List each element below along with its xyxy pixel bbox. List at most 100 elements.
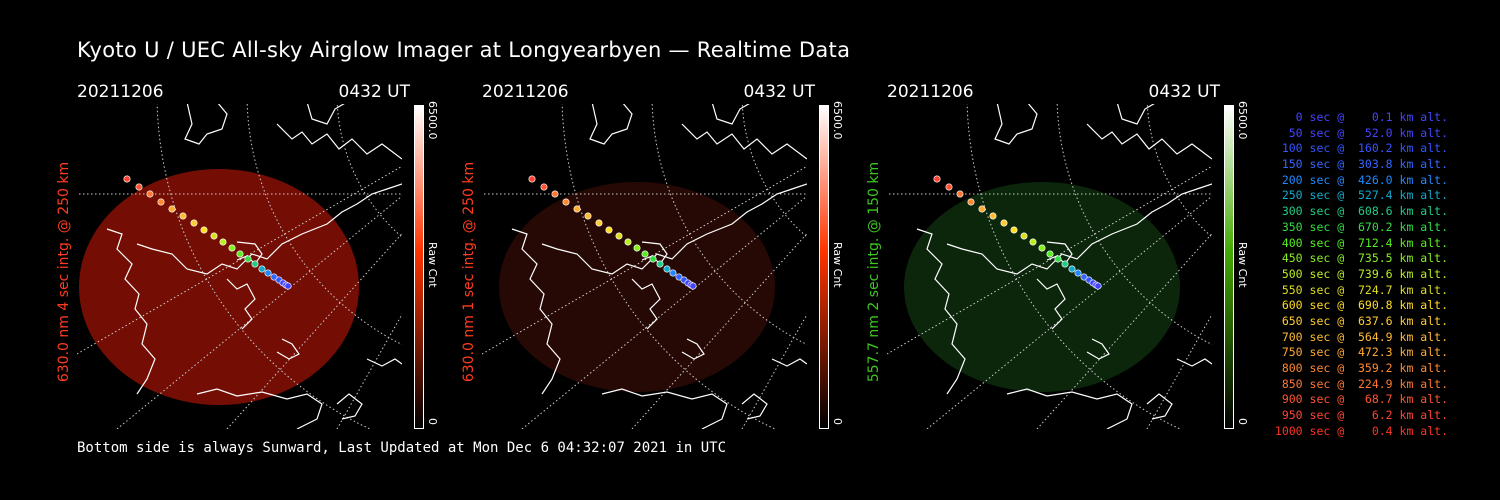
trajectory-point [624,238,632,246]
colorbar-min-label: 0 [426,418,439,425]
map-overlay [77,104,402,429]
legend-row: 350 sec @ 670.2 km alt. [1274,219,1448,234]
colorbar [819,105,829,429]
trajectory-point [967,198,975,206]
coastline [236,241,263,265]
trajectory-point [562,198,570,206]
trajectory-point [933,175,941,183]
panel-time: 0432 UT [338,82,411,102]
legend-row: 600 sec @ 690.8 km alt. [1274,298,1448,313]
trajectory-point [157,198,165,206]
all-sky-image [77,104,402,429]
legend-row: 250 sec @ 527.4 km alt. [1274,188,1448,203]
trajectory-point [540,183,548,191]
legend-row: 500 sec @ 739.6 km alt. [1274,266,1448,281]
trajectory-point [146,190,154,198]
longitude-line [631,232,807,429]
trajectory-point [251,260,259,268]
legend-row: 100 sec @ 160.2 km alt. [1274,141,1448,156]
coastline [641,241,668,265]
imager-panel-3: 20211206 0432 UT [887,80,1220,430]
coastline [106,228,156,395]
colorbar-min-label: 0 [831,418,844,425]
trajectory-point [649,255,657,263]
legend-row: 850 sec @ 224.9 km alt. [1274,376,1448,391]
legend-row: 400 sec @ 712.4 km alt. [1274,235,1448,250]
longitude-line [926,195,1212,429]
coastline [741,393,768,420]
colorbar [414,105,424,429]
colorbar-max-label: 6500.0 [426,101,439,140]
trajectory-point [179,212,187,220]
trajectory-point [663,265,671,273]
trajectory-point [1046,250,1054,258]
trajectory-point [123,175,131,183]
colorbar-min-label: 0 [1236,418,1249,425]
panel-time: 0432 UT [743,82,816,102]
trajectory [933,175,1102,290]
longitude-line [226,232,402,429]
imager-panel-2: 20211206 0432 UT [482,80,815,430]
coastline [511,228,561,395]
coastline [366,358,402,367]
coastline [631,278,661,330]
airglow-disk [79,169,359,405]
page-title: Kyoto U / UEC All-sky Airglow Imager at … [77,38,851,62]
colorbar [1224,105,1234,429]
trajectory-point [1029,238,1037,246]
coastline [916,228,966,395]
longitude-line [336,313,402,429]
trajectory-point [236,250,244,258]
coastline [946,183,1212,275]
map-overlay [482,104,807,429]
trajectory-point [1094,282,1102,290]
trajectory-point [551,190,559,198]
trajectory-point [528,175,536,183]
trajectory-point [641,250,649,258]
coastline [306,104,345,125]
trajectory-point [168,205,176,213]
panel-ylabel: 630.0 nm 4 sec intg. @ 250 km [56,161,72,383]
longitude-line [116,195,402,429]
map-overlay [887,104,1212,429]
trajectory-point [605,226,613,234]
coastline [1086,338,1110,360]
trajectory-legend: 0 sec @ 0.1 km alt. 50 sec @ 52.0 km alt… [1258,110,1448,439]
legend-row: 900 sec @ 68.7 km alt. [1274,392,1448,407]
coastlines [916,104,1212,429]
trajectory-point [200,226,208,234]
coastline [136,183,402,275]
legend-row: 200 sec @ 426.0 km alt. [1274,172,1448,187]
longitude-line [1146,313,1212,429]
coastline [276,123,402,160]
footer-note: Bottom side is always Sunward, Last Upda… [77,440,727,456]
imager-panel-1: 20211206 0432 UT [77,80,410,430]
trajectory-point [264,269,272,277]
trajectory-point [228,244,236,252]
trajectory-point [244,255,252,263]
trajectory-point [1074,269,1082,277]
panel-ylabel: 630.0 nm 1 sec intg. @ 250 km [461,161,477,383]
legend-row: 150 sec @ 303.8 km alt. [1274,157,1448,172]
coastlines [106,104,402,429]
panel-time: 0432 UT [1148,82,1221,102]
trajectory-point [573,205,581,213]
coastline [711,104,750,125]
longitude-line [741,313,807,429]
airglow-disk [499,182,775,392]
panel-ylabel: 557.7 nm 2 sec intg. @ 150 km [866,161,882,383]
coastline [1046,241,1073,265]
panel-date: 20211206 [887,82,974,102]
trajectory-point [945,183,953,191]
legend-row: 800 sec @ 359.2 km alt. [1274,361,1448,375]
trajectory-point [258,265,266,273]
colorbar-unit-label: Raw Cnt [1236,242,1249,288]
legend-row: 700 sec @ 564.9 km alt. [1274,329,1448,344]
trajectory-point [1068,265,1076,273]
trajectory-point [1010,226,1018,234]
colorbar-unit-label: Raw Cnt [831,242,844,288]
colorbar-unit-label: Raw Cnt [426,242,439,288]
trajectory-point [595,219,603,227]
all-sky-image [887,104,1212,429]
coastline [681,123,807,160]
